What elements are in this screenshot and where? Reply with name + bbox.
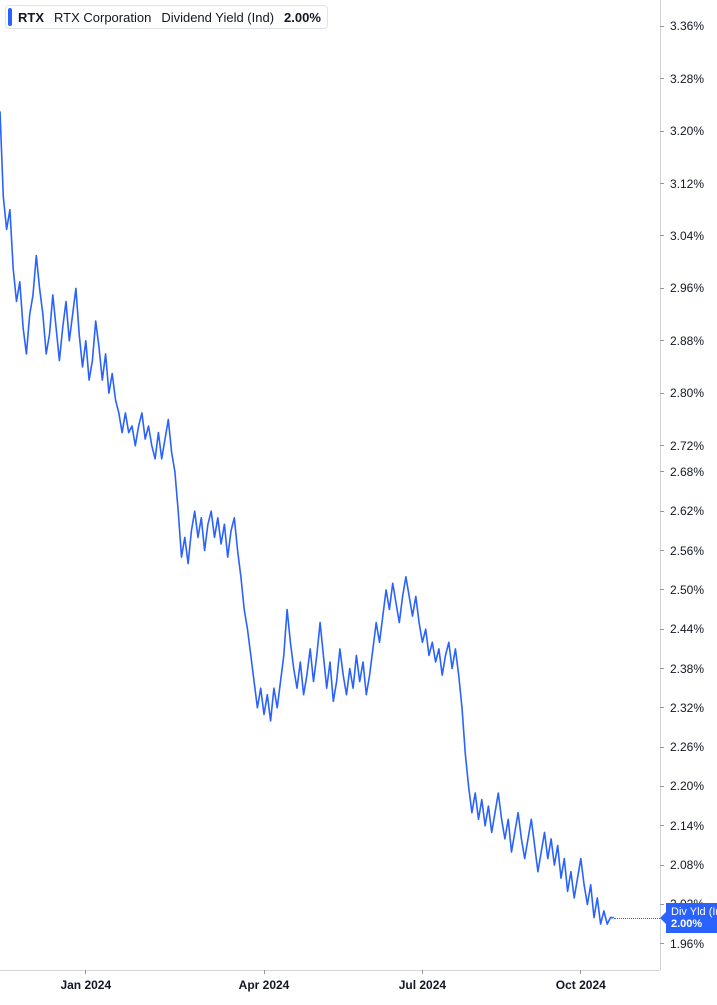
y-tick-label: 3.12% [670, 177, 704, 191]
y-tick-mark [660, 865, 664, 866]
y-tick-label: 3.36% [670, 19, 704, 33]
y-tick-label: 2.50% [670, 583, 704, 597]
x-tick-mark [422, 970, 423, 974]
y-tick-mark [660, 943, 664, 944]
y-tick-mark [660, 288, 664, 289]
y-tick-mark [660, 825, 664, 826]
y-tick-label: 2.20% [670, 779, 704, 793]
x-tick-label: Apr 2024 [239, 978, 290, 992]
y-tick-label: 2.72% [670, 439, 704, 453]
y-tick-label: 3.20% [670, 124, 704, 138]
y-tick-mark [660, 668, 664, 669]
y-tick-label: 2.32% [670, 701, 704, 715]
legend-ticker[interactable]: RTX [18, 10, 44, 25]
y-tick-label: 2.26% [670, 740, 704, 754]
y-tick-label: 3.04% [670, 229, 704, 243]
y-tick-mark [660, 707, 664, 708]
x-tick-mark [264, 970, 265, 974]
y-tick-label: 2.08% [670, 858, 704, 872]
y-tick-mark [660, 235, 664, 236]
legend-metric: Dividend Yield (Ind) [161, 10, 274, 25]
y-tick-mark [660, 131, 664, 132]
y-tick-label: 3.28% [670, 72, 704, 86]
line-chart-plot[interactable] [0, 0, 717, 1005]
legend-color-swatch [8, 8, 12, 26]
y-tick-mark [660, 393, 664, 394]
legend-company-name: RTX Corporation [54, 10, 151, 25]
y-tick-label: 2.68% [670, 465, 704, 479]
x-tick-mark [580, 970, 581, 974]
last-value-tag[interactable]: Div Yld (Ind) 2.00% [666, 903, 717, 933]
y-tick-mark [660, 786, 664, 787]
x-tick-label: Jan 2024 [60, 978, 111, 992]
y-tick-mark [660, 26, 664, 27]
last-value-tag-title: Div Yld (Ind) [671, 906, 717, 918]
y-tick-label: 2.62% [670, 504, 704, 518]
y-tick-label: 2.44% [670, 622, 704, 636]
x-tick-label: Oct 2024 [556, 978, 606, 992]
y-tick-label: 2.96% [670, 281, 704, 295]
y-tick-label: 2.38% [670, 662, 704, 676]
y-tick-mark [660, 629, 664, 630]
y-tick-mark [660, 904, 664, 905]
y-tick-mark [660, 747, 664, 748]
y-tick-label: 2.56% [670, 544, 704, 558]
last-value-tag-value: 2.00% [671, 918, 717, 930]
y-tick-mark [660, 340, 664, 341]
y-tick-label: 2.88% [670, 334, 704, 348]
y-tick-mark [660, 183, 664, 184]
y-tick-mark [660, 445, 664, 446]
x-axis [0, 970, 660, 971]
series-line [0, 111, 614, 924]
y-tick-mark [660, 589, 664, 590]
y-tick-mark [660, 511, 664, 512]
legend-box[interactable]: RTX RTX Corporation Dividend Yield (Ind)… [5, 5, 328, 29]
y-tick-mark [660, 550, 664, 551]
last-value-line [614, 918, 660, 919]
y-tick-label: 2.80% [670, 386, 704, 400]
x-tick-label: Jul 2024 [399, 978, 446, 992]
y-tick-mark [660, 78, 664, 79]
chart-container: RTX RTX Corporation Dividend Yield (Ind)… [0, 0, 717, 1005]
y-tick-label: 2.14% [670, 819, 704, 833]
y-tick-label: 1.96% [670, 937, 704, 951]
x-tick-mark [85, 970, 86, 974]
y-tick-mark [660, 471, 664, 472]
legend-last-value: 2.00% [284, 10, 321, 25]
